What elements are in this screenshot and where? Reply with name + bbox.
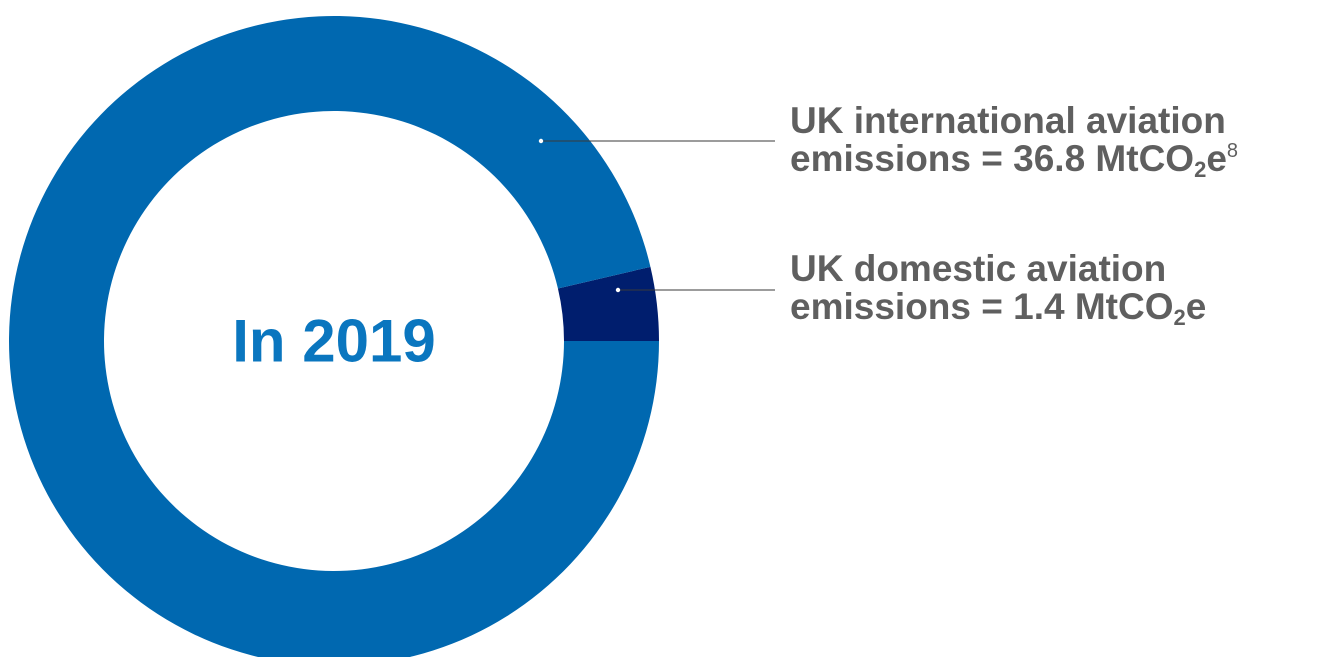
label-international-value: emissions = 36.8 MtCO — [790, 138, 1195, 179]
label-international-subscript: 2 — [1194, 157, 1207, 182]
label-international-emissions: UK international aviation emissions = 36… — [790, 100, 1239, 181]
label-domestic-line1: UK domestic aviation — [790, 248, 1167, 289]
label-domestic-value: emissions = 1.4 MtCO — [790, 286, 1174, 327]
label-domestic-line2: emissions = 1.4 MtCO2e — [790, 286, 1207, 329]
slice-domestic-aviation — [557, 266, 659, 341]
leader-lines — [538, 138, 775, 293]
label-domestic-subscript: 2 — [1173, 305, 1186, 330]
label-international-footnote: 8 — [1226, 140, 1239, 162]
donut-slices — [9, 16, 659, 657]
leader-line-domestic-dot — [615, 287, 621, 293]
label-international-line2: emissions = 36.8 MtCO2e8 — [790, 138, 1239, 181]
slice-international-aviation — [9, 16, 659, 657]
leader-line-international-dot — [538, 138, 544, 144]
label-international-suffix: e — [1206, 138, 1227, 179]
center-label: In 2019 — [232, 307, 436, 375]
label-domestic-emissions: UK domestic aviation emissions = 1.4 MtC… — [790, 248, 1207, 329]
label-international-line1: UK international aviation — [790, 100, 1226, 141]
label-domestic-suffix: e — [1185, 286, 1207, 327]
